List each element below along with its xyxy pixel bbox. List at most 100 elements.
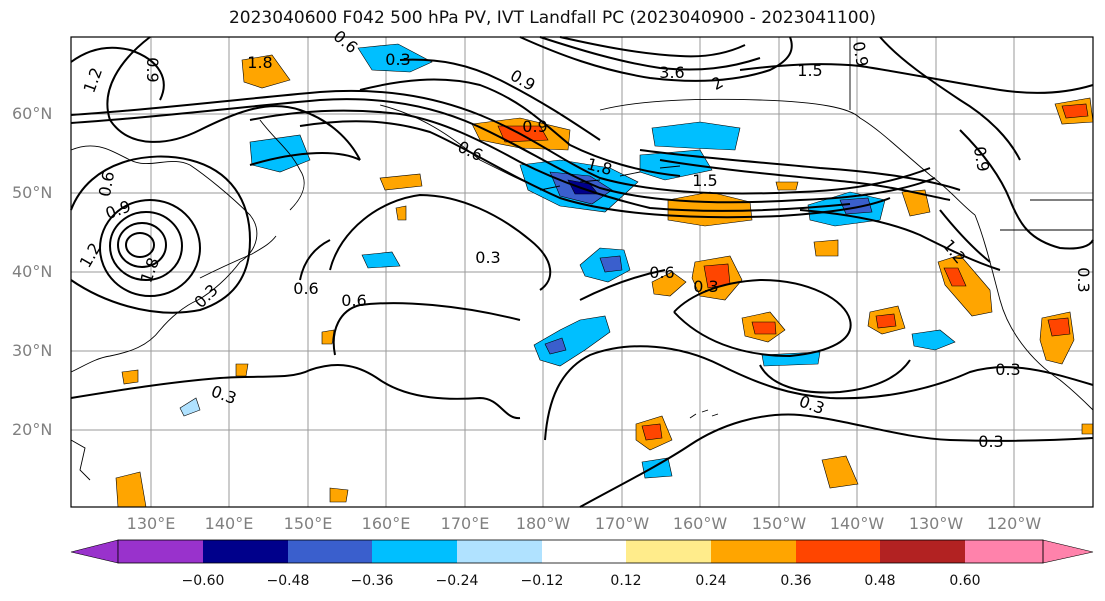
positive-anomaly-patch: [821, 455, 859, 489]
negative-anomaly-patch: [911, 329, 956, 351]
colorbar-segment: [203, 540, 288, 563]
longitude-label: 170°W: [594, 514, 650, 533]
pv-contour-line: [673, 278, 852, 358]
contour-label: 1.5: [692, 171, 717, 190]
aleutian-islands: [539, 165, 681, 191]
pv-contour-line: [359, 78, 681, 177]
pv-contour-line: [106, 36, 361, 161]
colorbar-tick-label: −0.12: [520, 573, 564, 589]
contour-label: 0.6: [649, 263, 674, 282]
colorbar-tick-label: 0.36: [780, 573, 812, 589]
contour-label: 1.8: [247, 53, 272, 72]
pv-contour-line: [639, 149, 961, 191]
map-title: 2023040600 F042 500 hPa PV, IVT Landfall…: [228, 8, 876, 28]
latitude-label: 30°N: [12, 341, 53, 360]
latitude-label: 40°N: [12, 262, 53, 281]
pv-contour-line: [99, 199, 201, 297]
pv-contour-line: [939, 209, 991, 263]
pv-contour-line: [299, 120, 891, 219]
colorbar-segment: [626, 540, 711, 563]
latitude-label: 20°N: [12, 420, 53, 439]
negative-anomaly-patch: [599, 255, 623, 273]
longitude-label: 130°W: [908, 514, 964, 533]
longitude-label: 160°E: [361, 514, 411, 533]
pv-contour-line: [70, 98, 936, 204]
contour-label: 3.6: [659, 63, 684, 82]
contour-label: 0.6: [95, 170, 118, 198]
colorbar-segment: [372, 540, 457, 563]
colorbar-segment: [542, 540, 626, 563]
colorbar-segment: [796, 540, 880, 563]
colorbar-segment: [880, 540, 965, 563]
graticule: [71, 37, 1093, 507]
longitude-label: 120°W: [986, 514, 1042, 533]
pv-contour-line: [117, 222, 167, 268]
colorbar-tick-label: 0.48: [864, 573, 896, 589]
pv-contour-line: [659, 159, 951, 201]
pv-contour-line: [332, 302, 521, 356]
philippines-coastline: [70, 439, 91, 481]
contour-label: 0.6: [341, 291, 366, 310]
colorbar-segment: [965, 540, 1043, 563]
negative-anomaly-patch: [361, 251, 401, 269]
colorbar-segment: [118, 540, 203, 563]
longitude-label: 160°W: [672, 514, 728, 533]
positive-anomaly-patch: [751, 321, 777, 335]
contour-label: 0.3: [978, 432, 1003, 451]
pv-contour-line: [539, 36, 761, 71]
positive-anomaly-patch: [1081, 423, 1094, 435]
contour-label: 0.3: [1074, 267, 1093, 292]
positive-anomaly-patch: [121, 369, 139, 385]
contour-label: 0.9: [522, 117, 547, 136]
positive-anomaly-patch: [1061, 103, 1089, 119]
contour-label: 0.6: [293, 279, 318, 298]
negative-anomaly-patch: [179, 397, 201, 417]
colorbar: [70, 539, 1094, 564]
colorbar-tick-label: −0.36: [350, 573, 394, 589]
kamchatka-coastline: [259, 119, 305, 211]
positive-anomaly-patch: [775, 181, 799, 191]
pv-contour-line: [249, 109, 851, 212]
japan-coastline: [199, 235, 277, 279]
longitude-label: 140°E: [204, 514, 254, 533]
colorbar-tick-label: 0.60: [949, 573, 981, 589]
pv-contour-line: [249, 152, 361, 166]
pv-contour-line: [125, 232, 155, 258]
colorbar-extend-high: [1042, 539, 1094, 564]
colorbar-segment: [711, 540, 796, 563]
positive-anomaly-patch: [241, 54, 291, 89]
positive-anomaly-patch: [875, 313, 897, 329]
contour-label: 0.9: [143, 57, 162, 82]
pv-contour-line: [399, 58, 601, 141]
contour-label: 0.9: [970, 145, 993, 173]
negative-anomaly-patch: [651, 121, 741, 151]
negative-anomaly-patch: [544, 337, 567, 355]
hawaiian-islands: [689, 409, 719, 419]
longitude-label: 170°E: [440, 514, 490, 533]
north-america-coastline: [974, 214, 1094, 411]
pv-contour-line: [109, 211, 183, 281]
positive-anomaly-patch: [497, 125, 549, 143]
pv-contour-line: [959, 129, 1094, 250]
pv-contour-line: [70, 364, 521, 420]
longitude-label: 140°W: [829, 514, 885, 533]
longitude-label: 180°W: [515, 514, 571, 533]
asia-coastline: [70, 145, 258, 373]
colorbar-segment: [457, 540, 542, 563]
positive-anomaly-patch: [379, 173, 423, 191]
negative-anomaly-patch: [357, 43, 433, 73]
pv-contour-line: [739, 63, 1094, 94]
longitude-label: 130°E: [126, 514, 176, 533]
contour-label-group: 1.2 0.9 1.8 0.6 0.3 0.9 3.6 2 1.5 0.9 0.…: [76, 26, 1093, 451]
longitude-label: 150°W: [751, 514, 807, 533]
pv-contour-line: [544, 345, 1094, 441]
canada-border: [849, 37, 1093, 231]
positive-anomaly-patch: [329, 487, 349, 503]
pv-contour-line: [70, 89, 931, 195]
pv-contours: [70, 36, 1094, 508]
contour-label: 0.3: [995, 360, 1020, 379]
positive-anomaly-patch: [321, 329, 335, 345]
map-frame: [70, 36, 1094, 508]
pv-contour-line: [799, 209, 1001, 271]
